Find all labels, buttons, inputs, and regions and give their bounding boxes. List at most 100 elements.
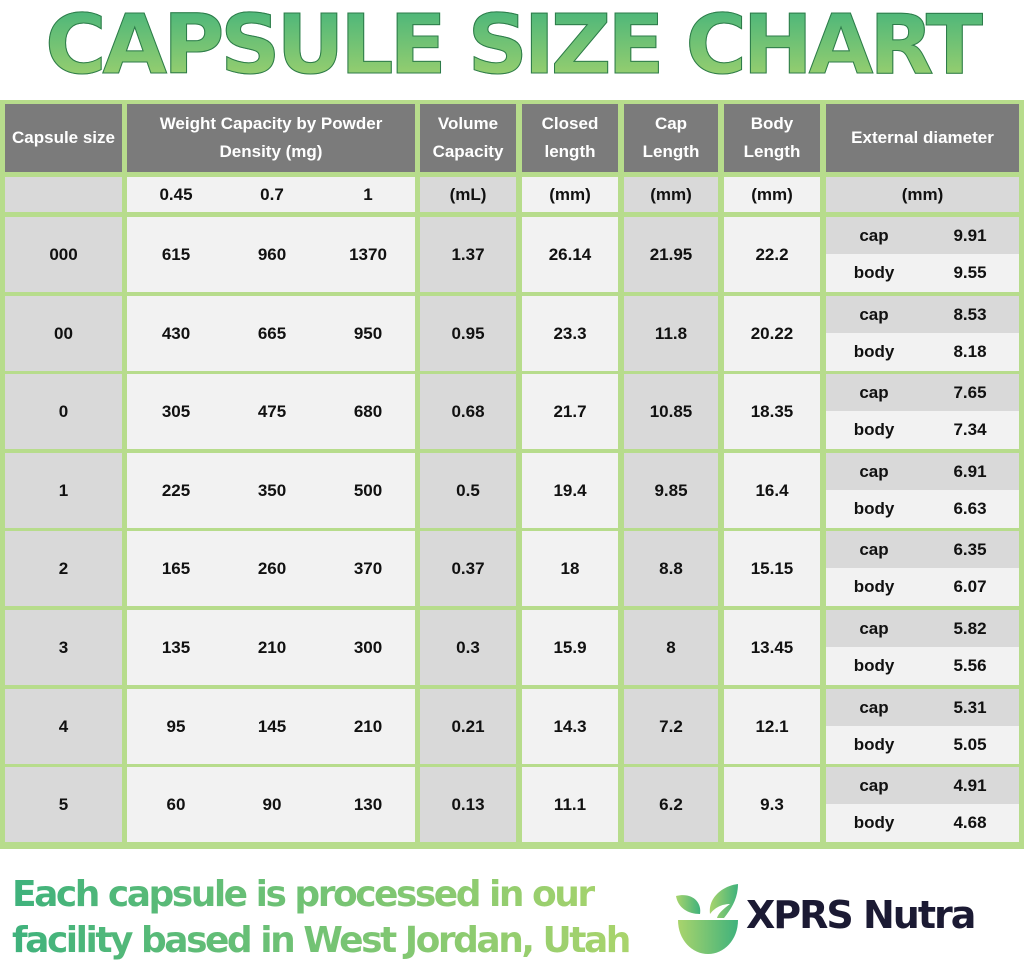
diameter-value: 7.65 bbox=[953, 382, 987, 402]
volume-value: 0.13 bbox=[420, 767, 516, 842]
column-header: External diameter bbox=[826, 104, 1019, 172]
diameter-body-row bbox=[826, 333, 1019, 371]
capsule-size-cell: 4 bbox=[5, 689, 122, 764]
cap-length-value: 21.95 bbox=[624, 217, 718, 292]
diameter-cap-row bbox=[826, 767, 1019, 804]
diameter-value: 5.82 bbox=[953, 618, 987, 638]
weight-value: 475 bbox=[257, 401, 287, 421]
diameter-label: cap bbox=[859, 618, 889, 638]
weight-value: 210 bbox=[257, 637, 287, 657]
volume-value: 0.3 bbox=[420, 610, 516, 685]
cap-length-value: 11.8 bbox=[624, 296, 718, 371]
volume-value: 0.21 bbox=[420, 689, 516, 764]
closed-length-value: 18 bbox=[522, 531, 618, 606]
diameter-value: 4.91 bbox=[953, 775, 987, 795]
diameter-value: 8.18 bbox=[953, 342, 987, 361]
diameter-value: 6.35 bbox=[953, 539, 987, 559]
diameter-label: body bbox=[853, 263, 895, 282]
diameter-value: 5.05 bbox=[953, 735, 987, 754]
unit-label: (mm) bbox=[724, 177, 820, 212]
weight-value: 350 bbox=[257, 480, 287, 500]
weight-value: 90 bbox=[262, 794, 282, 814]
weight-group-cell bbox=[127, 610, 415, 685]
weight-group-cell bbox=[127, 689, 415, 764]
diameter-value: 5.56 bbox=[953, 656, 987, 675]
density-label: 1 bbox=[363, 184, 373, 204]
density-label: 0.7 bbox=[260, 184, 284, 204]
body-length-value: 9.3 bbox=[724, 767, 820, 842]
body-length-value: 15.15 bbox=[724, 531, 820, 606]
unit-label: (mm) bbox=[624, 177, 718, 212]
units-weight-group bbox=[127, 177, 415, 212]
column-header: Capsule size bbox=[5, 104, 122, 172]
weight-value: 500 bbox=[353, 480, 383, 500]
cap-length-value: 10.85 bbox=[624, 374, 718, 449]
body-length-value: 18.35 bbox=[724, 374, 820, 449]
weight-value: 130 bbox=[353, 794, 383, 814]
body-length-value: 22.2 bbox=[724, 217, 820, 292]
diameter-cap-row bbox=[826, 217, 1019, 254]
volume-value: 0.95 bbox=[420, 296, 516, 371]
unit-label: (mm) bbox=[522, 177, 618, 212]
weight-value: 145 bbox=[257, 716, 287, 736]
cap-length-value: 7.2 bbox=[624, 689, 718, 764]
diameter-label: body bbox=[853, 813, 895, 832]
weight-value: 430 bbox=[161, 323, 191, 343]
weight-group-cell bbox=[127, 217, 415, 292]
body-length-value: 20.22 bbox=[724, 296, 820, 371]
weight-group-cell bbox=[127, 531, 415, 606]
capsule-size-cell: 0 bbox=[5, 374, 122, 449]
column-header: Closed length bbox=[522, 104, 618, 172]
cap-length-value: 9.85 bbox=[624, 453, 718, 528]
weight-value: 95 bbox=[166, 716, 186, 736]
column-header: Cap Length bbox=[624, 104, 718, 172]
volume-value: 0.5 bbox=[420, 453, 516, 528]
capsule-size-table: Capsule size Weight Capacity by Powder De… bbox=[0, 100, 1024, 849]
diameter-label: body bbox=[853, 577, 895, 596]
weight-group-cell bbox=[127, 374, 415, 449]
column-header: Body Length bbox=[724, 104, 820, 172]
weight-value: 210 bbox=[353, 716, 383, 736]
diameter-label: cap bbox=[859, 461, 889, 481]
diameter-label: cap bbox=[859, 304, 889, 324]
diameter-label: cap bbox=[859, 225, 889, 245]
units-cell-empty bbox=[5, 177, 122, 212]
closed-length-value: 14.3 bbox=[522, 689, 618, 764]
brand-logo-text: XPRS Nutra bbox=[746, 893, 976, 937]
diameter-value: 9.55 bbox=[953, 263, 987, 282]
diameter-label: cap bbox=[859, 382, 889, 402]
weight-value: 165 bbox=[161, 558, 191, 578]
weight-value: 615 bbox=[161, 244, 191, 264]
column-header: Volume Capacity bbox=[420, 104, 516, 172]
diameter-label: body bbox=[853, 735, 895, 754]
diameter-label: cap bbox=[859, 775, 889, 795]
volume-value: 0.68 bbox=[420, 374, 516, 449]
diameter-label: cap bbox=[859, 539, 889, 559]
weight-value: 135 bbox=[161, 637, 191, 657]
diameter-cap-row bbox=[826, 296, 1019, 333]
weight-group-cell bbox=[127, 453, 415, 528]
closed-length-value: 26.14 bbox=[522, 217, 618, 292]
diameter-label: body bbox=[853, 656, 895, 675]
diameter-cap-row bbox=[826, 374, 1019, 411]
diameter-value: 9.91 bbox=[953, 225, 987, 245]
diameter-value: 6.07 bbox=[953, 577, 987, 596]
page-title: CAPSULE SIZE CHART bbox=[0, 0, 1024, 94]
closed-length-value: 15.9 bbox=[522, 610, 618, 685]
weight-group-cell bbox=[127, 296, 415, 371]
diameter-cap-row bbox=[826, 610, 1019, 647]
cap-length-value: 6.2 bbox=[624, 767, 718, 842]
capsule-size-cell: 1 bbox=[5, 453, 122, 528]
diameter-value: 8.53 bbox=[953, 304, 987, 324]
body-length-value: 12.1 bbox=[724, 689, 820, 764]
volume-value: 0.37 bbox=[420, 531, 516, 606]
leaf-bowl-icon bbox=[676, 884, 738, 954]
diameter-value: 5.31 bbox=[953, 697, 987, 717]
cap-length-value: 8 bbox=[624, 610, 718, 685]
weight-value: 1370 bbox=[349, 244, 387, 264]
diameter-body-row bbox=[826, 647, 1019, 685]
diameter-value: 4.68 bbox=[953, 813, 987, 832]
weight-value: 950 bbox=[353, 323, 383, 343]
diameter-label: body bbox=[853, 342, 895, 361]
closed-length-value: 11.1 bbox=[522, 767, 618, 842]
